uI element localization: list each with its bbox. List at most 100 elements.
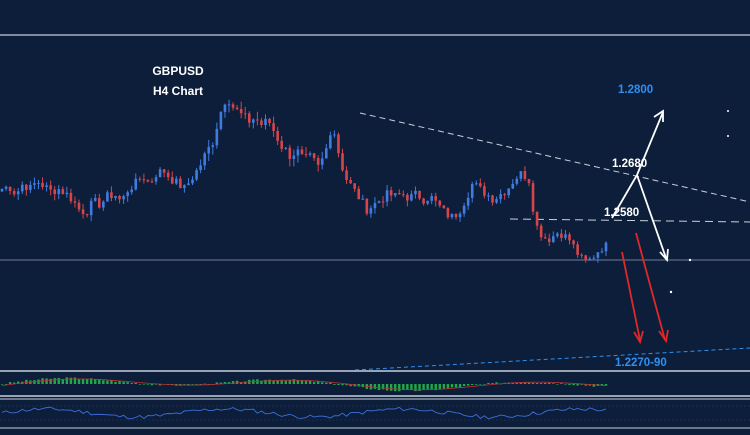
macd-histogram-bar bbox=[321, 382, 324, 384]
macd-histogram-bar bbox=[402, 384, 405, 391]
macd-histogram-bar bbox=[154, 384, 158, 385]
bull-candle bbox=[122, 196, 125, 200]
macd-histogram-bar bbox=[126, 382, 129, 384]
macd-histogram-bar bbox=[215, 382, 219, 384]
macd-histogram-bar bbox=[183, 384, 186, 385]
horizontal-support-line bbox=[509, 218, 750, 223]
macd-histogram-bar bbox=[491, 383, 494, 384]
macd-histogram-bar bbox=[17, 381, 20, 384]
descending-resistance-line bbox=[359, 112, 750, 203]
macd-histogram-bar bbox=[345, 384, 348, 386]
macd-histogram-bar bbox=[94, 379, 97, 384]
macd-histogram-bar bbox=[12, 382, 16, 384]
bull-candle bbox=[93, 198, 97, 201]
bull-candle bbox=[507, 188, 511, 196]
macd-signal-line bbox=[1, 378, 607, 391]
bear-candle bbox=[272, 123, 275, 132]
bull-candle bbox=[588, 258, 592, 261]
macd-histogram-bar bbox=[195, 384, 198, 385]
bear-candle bbox=[276, 131, 279, 141]
macd-histogram-bar bbox=[312, 382, 316, 384]
macd-histogram-bar bbox=[130, 383, 133, 384]
bear-candle bbox=[418, 190, 421, 199]
bull-candle bbox=[369, 208, 373, 214]
bull-candle bbox=[33, 183, 36, 185]
macd-histogram-bar bbox=[548, 382, 551, 384]
bull-candle bbox=[450, 213, 454, 218]
macd-histogram-bar bbox=[519, 382, 523, 384]
bull-candle bbox=[462, 205, 466, 214]
bear-candle bbox=[110, 192, 113, 198]
macd-histogram-bar bbox=[102, 380, 105, 384]
macd-histogram-bar bbox=[227, 382, 231, 384]
bull-candle bbox=[154, 177, 158, 182]
bull-candle bbox=[16, 191, 20, 195]
macd-histogram-bar bbox=[81, 379, 85, 384]
level-label-1-2270-90: 1.2270-90 bbox=[615, 357, 667, 369]
bull-candle bbox=[102, 201, 105, 208]
macd-histogram-bar bbox=[471, 384, 474, 386]
macd-histogram-bar bbox=[98, 378, 101, 384]
bull-candle bbox=[511, 183, 515, 189]
macd-histogram-bar bbox=[377, 384, 381, 391]
rising-support-line bbox=[354, 347, 750, 371]
chart-timeframe-subtitle: H4 Chart bbox=[153, 84, 203, 98]
bull-candle bbox=[57, 189, 61, 195]
macd-histogram-bar bbox=[138, 384, 142, 385]
macd-histogram-bar bbox=[69, 377, 73, 384]
bull-candle bbox=[519, 171, 523, 179]
macd-histogram-bar bbox=[276, 380, 279, 384]
macd-histogram-bar bbox=[337, 384, 340, 386]
macd-histogram-bar bbox=[466, 384, 470, 386]
macd-histogram-bar bbox=[49, 378, 52, 384]
bear-candle bbox=[69, 192, 73, 202]
macd-histogram-bar bbox=[235, 380, 239, 384]
bull-candle bbox=[4, 186, 8, 189]
bear-candle bbox=[337, 134, 340, 154]
bull-candle bbox=[191, 179, 194, 184]
bear-candle bbox=[434, 196, 438, 201]
bear-candle bbox=[341, 153, 344, 171]
macd-histogram-bar bbox=[398, 384, 401, 392]
bear-candle bbox=[239, 109, 243, 114]
bull-candle bbox=[329, 135, 332, 149]
bull-candle bbox=[393, 193, 397, 196]
bull-candle bbox=[487, 195, 490, 197]
macd-histogram-bar bbox=[414, 384, 417, 392]
macd-histogram-bar bbox=[134, 382, 137, 384]
macd-histogram-bar bbox=[564, 384, 567, 385]
bull-candle bbox=[564, 234, 567, 238]
macd-histogram-bar bbox=[57, 377, 60, 384]
macd-histogram-bar bbox=[288, 379, 292, 384]
macd-histogram-bar bbox=[118, 381, 121, 384]
marker-dot bbox=[727, 110, 729, 112]
macd-histogram-bar bbox=[442, 384, 446, 389]
rsi-oscillator bbox=[0, 405, 750, 421]
bear-candle bbox=[288, 147, 292, 159]
bear-candle bbox=[162, 169, 166, 173]
macd-histogram-bar bbox=[122, 381, 125, 384]
macd-histogram bbox=[0, 377, 608, 392]
bear-candle bbox=[539, 225, 543, 238]
bull-candle bbox=[320, 158, 324, 165]
bear-candle bbox=[406, 194, 409, 201]
macd-histogram-bar bbox=[438, 384, 441, 390]
bear-candle bbox=[543, 237, 547, 239]
bullish-scenario-arrow bbox=[611, 109, 664, 219]
macd-histogram-bar bbox=[580, 384, 583, 385]
bull-candle bbox=[556, 233, 559, 237]
bear-candle bbox=[235, 107, 239, 110]
bear-candle bbox=[402, 194, 405, 196]
bull-candle bbox=[203, 153, 206, 166]
bull-candle bbox=[89, 200, 93, 216]
bull-candle bbox=[207, 147, 211, 154]
bull-candle bbox=[199, 165, 202, 171]
bull-candle bbox=[596, 252, 600, 258]
bearish-target-arrow-2 bbox=[635, 232, 669, 344]
macd-histogram-bar bbox=[418, 384, 421, 392]
macd-histogram-bar bbox=[479, 384, 482, 385]
bear-candle bbox=[353, 183, 356, 189]
bear-candle bbox=[243, 113, 247, 115]
bull-candle bbox=[223, 104, 227, 112]
